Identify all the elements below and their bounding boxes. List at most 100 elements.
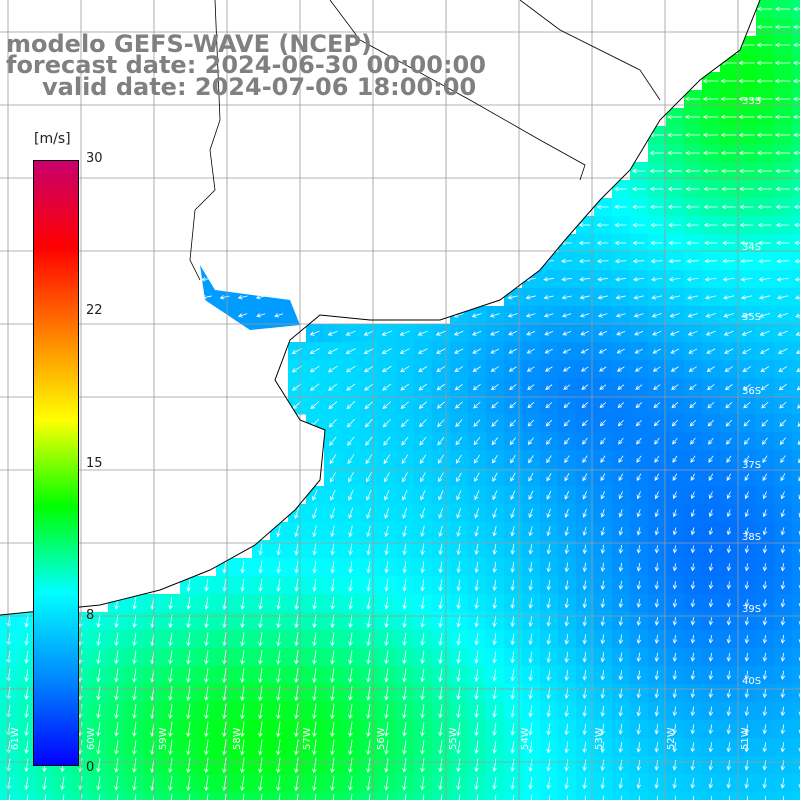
wind-arrow xyxy=(740,240,754,246)
wind-arrow xyxy=(780,509,785,518)
forecast-date: forecast date: 2024-06-30 00:00:00 xyxy=(6,51,486,79)
wind-cell xyxy=(792,414,800,433)
wind-arrow xyxy=(345,330,356,336)
wind-arrow xyxy=(330,489,336,501)
wind-arrow xyxy=(474,579,479,592)
wind-arrow xyxy=(726,509,732,518)
wind-arrow xyxy=(472,348,482,354)
wind-arrow xyxy=(756,78,773,84)
wind-arrow xyxy=(402,632,407,647)
wind-cell xyxy=(792,288,800,307)
wind-arrow xyxy=(276,775,281,792)
wind-arrow xyxy=(762,635,768,644)
wind-arrow xyxy=(132,596,137,610)
wind-arrow xyxy=(759,313,771,318)
wind-arrow xyxy=(201,277,213,282)
wind-arrow xyxy=(490,348,500,354)
wind-arrow xyxy=(346,401,356,410)
wind-arrow xyxy=(726,652,732,662)
wind-arrow xyxy=(294,685,299,702)
wind-arrow xyxy=(473,454,480,464)
wind-arrow xyxy=(667,168,682,174)
wind-arrow xyxy=(546,526,551,537)
lat-label: 34S xyxy=(742,242,762,253)
wind-arrow xyxy=(168,721,173,738)
wind-cell xyxy=(396,792,415,800)
wind-arrow xyxy=(294,775,299,792)
wind-arrow xyxy=(546,633,551,645)
wind-arrow xyxy=(631,168,646,174)
wind-arrow xyxy=(312,650,317,665)
wind-arrow xyxy=(798,621,800,626)
wind-arrow xyxy=(402,650,407,665)
wind-arrow xyxy=(742,366,752,372)
wind-arrow xyxy=(456,490,462,501)
wind-arrow xyxy=(776,258,789,264)
wind-arrow xyxy=(566,795,569,800)
wind-arrow xyxy=(652,366,661,372)
wind-arrow xyxy=(776,295,789,300)
wind-arrow xyxy=(170,793,173,800)
wind-arrow xyxy=(222,703,227,720)
wind-arrow xyxy=(774,114,791,120)
wind-cell xyxy=(270,792,289,800)
wind-arrow xyxy=(690,617,696,626)
wind-arrow xyxy=(420,650,425,665)
wind-arrow xyxy=(618,598,624,609)
wind-cell xyxy=(756,792,775,800)
wind-arrow xyxy=(222,561,227,574)
wind-arrow xyxy=(384,614,389,628)
wind-arrow xyxy=(775,150,791,156)
wind-arrow xyxy=(762,724,768,735)
wind-arrow xyxy=(96,632,101,647)
wind-cell xyxy=(792,450,800,469)
wind-cell xyxy=(540,792,559,800)
wind-arrow xyxy=(795,331,800,336)
wind-arrow xyxy=(744,652,750,662)
wind-arrow xyxy=(600,580,606,591)
wind-arrow xyxy=(363,330,374,336)
wind-arrow xyxy=(672,599,678,608)
wind-arrow xyxy=(635,384,643,390)
wind-arrow xyxy=(346,383,356,391)
wind-arrow xyxy=(564,526,569,537)
wind-arrow xyxy=(492,454,498,464)
wind-arrow xyxy=(402,758,407,773)
wind-arrow xyxy=(721,168,737,174)
wind-arrow xyxy=(690,473,696,482)
wind-arrow xyxy=(650,222,663,228)
wind-cell xyxy=(792,666,800,685)
wind-arrow xyxy=(672,652,678,662)
wind-cell xyxy=(486,792,505,800)
wind-arrow xyxy=(454,383,463,391)
wind-arrow xyxy=(546,723,551,736)
wind-arrow xyxy=(204,596,209,610)
wind-arrow xyxy=(636,634,642,645)
wind-arrow xyxy=(726,437,732,445)
wind-arrow xyxy=(669,330,680,336)
wind-arrow xyxy=(240,667,245,683)
wind-arrow xyxy=(510,758,515,772)
wind-arrow xyxy=(456,472,462,483)
wind-arrow xyxy=(454,366,464,372)
wind-arrow xyxy=(348,525,353,538)
wind-arrow xyxy=(582,580,588,591)
wind-arrow xyxy=(564,723,569,736)
wind-arrow xyxy=(780,491,785,500)
wind-arrow xyxy=(512,795,515,800)
wind-arrow xyxy=(454,401,463,409)
wind-arrow xyxy=(510,490,516,501)
wind-arrow xyxy=(363,365,374,373)
wind-arrow xyxy=(778,383,787,391)
wind-arrow xyxy=(456,615,461,628)
wind-arrow xyxy=(741,313,753,318)
wind-arrow xyxy=(294,650,299,665)
wind-cell xyxy=(792,792,800,800)
wind-arrow xyxy=(348,739,353,756)
wind-arrow xyxy=(366,739,371,755)
wind-arrow xyxy=(579,313,590,318)
wind-cell xyxy=(36,792,55,800)
wind-arrow xyxy=(546,544,552,555)
valid-date: valid date: 2024-07-06 18:00:00 xyxy=(42,73,477,101)
wind-arrow xyxy=(438,561,443,574)
